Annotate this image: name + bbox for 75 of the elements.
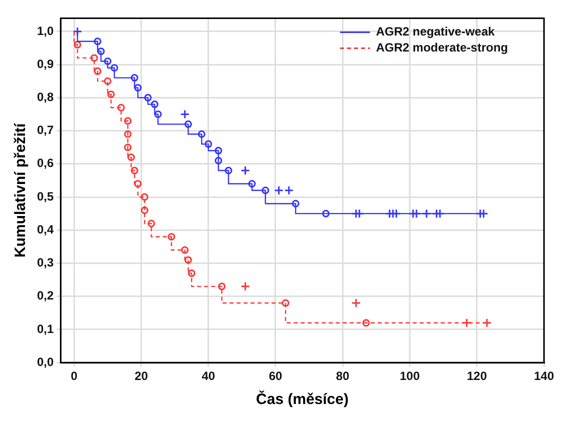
- point: [74, 40, 82, 48]
- x-tick-label: 80: [336, 369, 350, 384]
- point: [124, 130, 132, 138]
- point: [351, 298, 361, 308]
- point: [140, 193, 148, 201]
- x-tick-label: 60: [268, 369, 282, 384]
- point: [262, 186, 270, 194]
- x-tick-label: 120: [466, 369, 488, 384]
- point: [72, 26, 82, 36]
- x-tick-label: 100: [400, 369, 420, 384]
- y-tick-label: 0,7: [36, 123, 54, 138]
- y-tick-label: 0,1: [36, 322, 54, 336]
- point: [134, 180, 142, 188]
- y-tick-label: 1,0: [36, 24, 54, 38]
- point: [462, 318, 472, 328]
- point: [181, 246, 189, 254]
- point: [148, 220, 156, 228]
- x-tick-label: 20: [134, 369, 148, 384]
- y-tick-label: 0,8: [36, 90, 54, 104]
- y-tick-label: 0,3: [36, 256, 54, 270]
- y-tick-label: 0,5: [36, 189, 54, 204]
- point: [214, 156, 222, 164]
- point: [248, 180, 256, 188]
- point: [154, 110, 162, 118]
- y-tick-label: 0,0: [36, 354, 54, 369]
- point: [184, 256, 192, 264]
- point: [168, 233, 176, 241]
- y-tick-label: 0,6: [36, 156, 54, 170]
- y-axis-title: Kumulativní přežití: [12, 122, 30, 258]
- point: [140, 206, 148, 214]
- point: [90, 54, 98, 62]
- point: [422, 208, 432, 218]
- point: [107, 90, 115, 98]
- y-tick-label: 0,4: [36, 222, 54, 236]
- x-tick-label: 0: [70, 369, 78, 384]
- point: [240, 166, 250, 176]
- point: [97, 48, 105, 56]
- point: [240, 282, 250, 292]
- legend-label: AGR2 negative-weak: [376, 24, 496, 39]
- point: [224, 166, 232, 174]
- point: [134, 84, 142, 92]
- x-tick-label: 40: [202, 369, 216, 384]
- point: [204, 140, 212, 148]
- point: [322, 210, 330, 218]
- point: [104, 77, 112, 85]
- point: [282, 299, 290, 307]
- y-tick-label: 0,2: [36, 288, 54, 303]
- point: [94, 67, 102, 75]
- point: [198, 130, 206, 138]
- point: [218, 282, 226, 290]
- point: [130, 166, 138, 174]
- point: [124, 117, 132, 125]
- point: [274, 186, 284, 196]
- point: [354, 208, 364, 218]
- point: [94, 38, 102, 46]
- point: [284, 186, 294, 196]
- point: [104, 58, 112, 65]
- point: [214, 146, 222, 154]
- y-tick-label: 0,9: [36, 56, 54, 71]
- point: [110, 64, 118, 72]
- point: [482, 318, 492, 328]
- point: [144, 94, 152, 102]
- point: [188, 269, 196, 277]
- x-axis-title: Čas (měsíce): [256, 390, 349, 408]
- point: [180, 109, 190, 119]
- point: [150, 100, 158, 108]
- point: [127, 154, 135, 162]
- point: [117, 104, 125, 112]
- point: [184, 120, 192, 128]
- x-tick-label: 140: [534, 369, 554, 384]
- legend-label: AGR2 moderate-strong: [376, 40, 508, 55]
- point: [124, 144, 132, 152]
- point: [292, 200, 300, 208]
- point: [362, 319, 370, 327]
- point: [130, 74, 138, 82]
